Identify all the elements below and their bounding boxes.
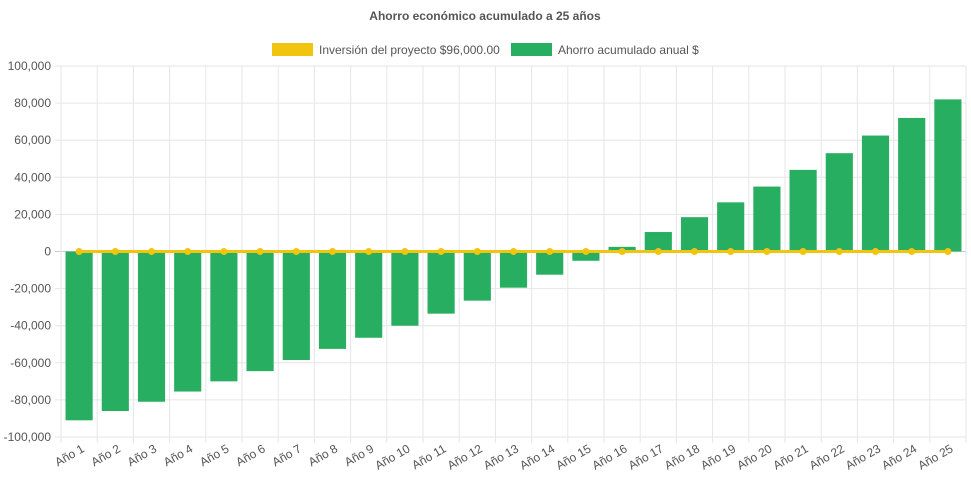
line-point[interactable] xyxy=(437,248,445,255)
bar[interactable] xyxy=(427,251,455,314)
legend-swatch[interactable] xyxy=(272,43,313,56)
y-tick-label: 40,000 xyxy=(14,170,51,184)
bar[interactable] xyxy=(391,251,419,326)
x-tick-label: Año 9 xyxy=(342,441,376,469)
bar[interactable] xyxy=(318,251,347,349)
y-tick-label: 100,000 xyxy=(8,59,52,73)
chart-legend[interactable]: Inversión del proyecto $96,000.00 Ahorro … xyxy=(272,43,699,57)
bar[interactable] xyxy=(644,232,672,252)
x-tick-label: Año 18 xyxy=(662,441,702,472)
line-point[interactable] xyxy=(329,248,336,255)
y-tick-label: -100,000 xyxy=(4,430,52,444)
legend-label[interactable]: Ahorro acumulado anual $ xyxy=(558,43,699,57)
x-tick-label: Año 5 xyxy=(197,441,231,469)
x-axis: Año 1 Año 2 Año 3 Año 4 Año 5 Año 6 Año 7 Año 8… xyxy=(52,441,955,472)
y-tick-label: 20,000 xyxy=(14,207,51,221)
bar[interactable] xyxy=(246,251,274,372)
line-point[interactable] xyxy=(365,248,373,255)
bar[interactable] xyxy=(137,251,166,402)
line-point[interactable] xyxy=(473,248,481,255)
bar[interactable] xyxy=(680,217,709,252)
x-tick-label: Año 8 xyxy=(306,441,340,469)
x-tick-label: Año 6 xyxy=(233,441,267,469)
x-tick-label: Año 11 xyxy=(409,441,448,472)
x-tick-label: Año 22 xyxy=(807,441,847,472)
line-series xyxy=(75,248,952,255)
line-point[interactable] xyxy=(872,248,879,255)
x-tick-label: Año 2 xyxy=(89,441,123,469)
bar[interactable] xyxy=(825,153,853,252)
line-point[interactable] xyxy=(908,248,916,255)
bar[interactable] xyxy=(65,251,93,421)
x-tick-label: Año 10 xyxy=(372,441,412,472)
line-point[interactable] xyxy=(763,248,771,255)
bar[interactable] xyxy=(934,99,962,252)
line-point[interactable] xyxy=(582,248,590,255)
x-tick-label: Año 15 xyxy=(553,441,593,472)
x-tick-label: Año 3 xyxy=(125,441,159,469)
bar-series xyxy=(65,99,962,421)
line-point[interactable] xyxy=(799,248,807,255)
line-point[interactable] xyxy=(618,248,626,255)
line-point[interactable] xyxy=(184,248,192,255)
bar[interactable] xyxy=(355,251,383,338)
x-tick-label: Año 7 xyxy=(270,441,304,469)
bar[interactable] xyxy=(861,135,890,252)
line-point[interactable] xyxy=(944,248,952,255)
bar[interactable] xyxy=(282,251,310,361)
line-point[interactable] xyxy=(220,248,228,255)
bar[interactable] xyxy=(210,251,238,382)
bar[interactable] xyxy=(717,202,745,252)
x-tick-label: Año 25 xyxy=(915,441,955,472)
x-tick-label: Año 4 xyxy=(161,441,195,469)
line-point[interactable] xyxy=(401,248,409,255)
bar[interactable] xyxy=(572,251,600,261)
bar[interactable] xyxy=(499,251,528,288)
x-tick-label: Año 17 xyxy=(626,441,666,472)
line-point[interactable] xyxy=(654,248,662,255)
y-tick-label: -80,000 xyxy=(10,393,51,407)
bar[interactable] xyxy=(789,169,817,252)
x-tick-label: Año 20 xyxy=(734,441,774,472)
line-point[interactable] xyxy=(510,248,517,255)
y-tick-label: -60,000 xyxy=(10,356,51,370)
x-tick-label: Año 16 xyxy=(590,441,630,472)
x-tick-label: Año 19 xyxy=(698,441,738,472)
y-tick-label: 0 xyxy=(44,245,51,259)
x-tick-label: Año 21 xyxy=(771,441,811,472)
x-tick-label: Año 24 xyxy=(879,441,919,472)
line-point[interactable] xyxy=(546,248,554,255)
line-point[interactable] xyxy=(75,248,83,255)
line-point[interactable] xyxy=(835,248,843,255)
line-point[interactable] xyxy=(292,248,300,255)
legend-label[interactable]: Inversión del proyecto $96,000.00 xyxy=(319,43,500,57)
x-tick-label: Año 12 xyxy=(445,441,485,472)
bar[interactable] xyxy=(898,117,926,252)
line-point[interactable] xyxy=(691,248,698,255)
bar[interactable] xyxy=(463,251,491,301)
x-tick-label: Año 23 xyxy=(843,441,883,472)
bar[interactable] xyxy=(536,251,564,275)
line-point[interactable] xyxy=(148,248,155,255)
bar[interactable] xyxy=(174,251,202,392)
bar[interactable] xyxy=(753,186,781,252)
line-point[interactable] xyxy=(727,248,735,255)
bar[interactable] xyxy=(101,251,129,412)
x-tick-label: Año 14 xyxy=(517,441,557,472)
y-tick-label: 80,000 xyxy=(14,96,51,110)
line-point[interactable] xyxy=(111,248,119,255)
y-tick-label: -20,000 xyxy=(10,282,51,296)
x-tick-label: Año 13 xyxy=(481,441,521,472)
line-point[interactable] xyxy=(256,248,264,255)
chart-title: Ahorro económico acumulado a 25 años xyxy=(369,9,601,23)
y-tick-label: 60,000 xyxy=(14,133,51,147)
legend-swatch[interactable] xyxy=(511,43,552,56)
x-tick-label: Año 1 xyxy=(52,441,86,469)
y-axis: 100,000 80,000 60,000 40,000 20,000 0 -20,000 -… xyxy=(4,59,52,444)
y-tick-label: -40,000 xyxy=(10,319,51,333)
